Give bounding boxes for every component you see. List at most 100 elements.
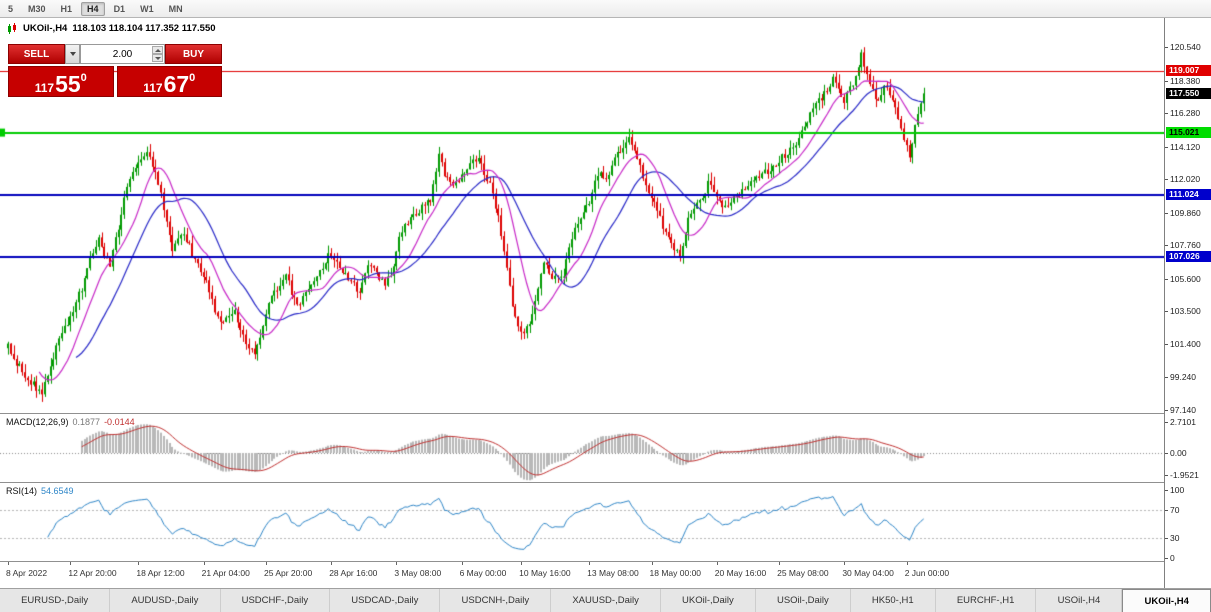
axis-tick	[1165, 453, 1168, 454]
date-tick	[589, 562, 591, 565]
axis-tick	[1165, 558, 1168, 559]
axis-tick	[1165, 475, 1168, 477]
macd-value-main: 0.1877	[72, 417, 101, 427]
timeframe-button-5[interactable]: 5	[8, 3, 14, 14]
rsi-panel-divider[interactable]	[0, 482, 1211, 483]
axis-tick	[1165, 146, 1168, 148]
price-axis-label: 105.600	[1170, 273, 1201, 284]
ask-price-sup: 0	[189, 72, 196, 84]
volume-stepper	[152, 46, 163, 62]
axis-tick	[1165, 245, 1168, 247]
timeframe-button-h4[interactable]: H4	[81, 1, 105, 16]
symbol-tab-eurchf-h1[interactable]: EURCHF-,H1	[936, 589, 1037, 612]
date-tick	[8, 562, 9, 565]
price-axis-label: 114.120	[1170, 141, 1201, 152]
macd-label: MACD(12,26,9) 0.1877 -0.0144	[6, 417, 135, 427]
rsi-axis-label: 70	[1170, 505, 1180, 516]
date-label: 18 May 00:00	[649, 568, 702, 578]
chart-symbol-period: UKOil-,H4	[23, 23, 68, 34]
axis-tick	[1165, 537, 1168, 539]
axis-tick	[1165, 409, 1168, 411]
time-axis[interactable]: 8 Apr 2022 12 Apr 20:00 18 Apr 12:00 21 Apr…	[0, 562, 1164, 588]
date-tick	[138, 562, 140, 565]
one-click-trade-panel: SELL 2.00 BUY 117 55 0 117 67 0	[8, 44, 222, 97]
macd-value-signal: -0.0144	[104, 417, 135, 427]
macd-axis-label: -1.9521	[1170, 470, 1199, 481]
volume-decrease-button[interactable]	[152, 54, 163, 62]
price-axis-label: 97.140	[1170, 404, 1196, 415]
symbol-tab-usoil-h4[interactable]: USOil-,H4	[1036, 589, 1123, 612]
timeframe-toolbar: 5 M30 H1 H4 D1 W1 MN	[0, 0, 1211, 18]
price-level-badge: 119.007	[1166, 65, 1211, 77]
date-label: 13 May 08:00	[587, 568, 639, 578]
chart-ohlc-values: 118.103 118.104 117.352 117.550	[72, 23, 216, 34]
price-level-badge: 117.550	[1166, 87, 1211, 99]
date-label: 3 May 08:00	[394, 568, 442, 578]
macd-name: MACD(12,26,9)	[6, 417, 69, 427]
timeframe-button-h1[interactable]: H1	[60, 3, 73, 14]
sell-button[interactable]: SELL	[8, 44, 65, 64]
ask-price-box[interactable]: 117 67 0	[116, 66, 222, 98]
symbol-tab-ukoil-h4[interactable]: UKOil-,H4	[1122, 589, 1211, 612]
symbol-tab-usdchf-daily[interactable]: USDCHF-,Daily	[221, 589, 331, 612]
time-axis-divider	[0, 561, 1211, 562]
price-axis-label: 103.500	[1170, 306, 1201, 317]
axis-tick	[1165, 212, 1168, 214]
price-level-badge: 115.021	[1166, 127, 1211, 139]
timeframe-button-d1[interactable]: D1	[113, 3, 126, 14]
date-tick	[331, 562, 333, 565]
price-axis[interactable]: 120.540 118.380 116.280 114.120 112.020 109.8…	[1164, 18, 1211, 588]
timeframe-button-w1[interactable]: W1	[140, 3, 154, 14]
price-axis-label: 120.540	[1170, 42, 1201, 52]
volume-input[interactable]: 2.00	[80, 44, 165, 64]
axis-tick	[1165, 510, 1168, 512]
buy-button[interactable]: BUY	[165, 44, 222, 64]
date-label: 10 May 16:00	[519, 568, 571, 578]
date-tick	[521, 562, 523, 565]
rsi-axis-label: 30	[1170, 532, 1180, 543]
axis-tick	[1165, 421, 1168, 423]
chevron-up-icon	[154, 48, 161, 52]
volume-dropdown-button[interactable]	[65, 44, 80, 64]
symbol-tab-usoil-daily[interactable]: USOil-,Daily	[756, 589, 851, 612]
date-tick	[779, 562, 781, 565]
chevron-down-icon	[154, 56, 161, 60]
axis-tick	[1165, 377, 1168, 379]
date-tick	[203, 562, 205, 565]
symbol-tab-hk50-h1[interactable]: HK50-,H1	[851, 589, 936, 612]
rsi-name: RSI(14)	[6, 486, 38, 496]
price-axis-label: 107.760	[1170, 240, 1201, 251]
axis-tick	[1165, 343, 1168, 345]
candlestick-icon	[8, 23, 16, 34]
date-tick	[265, 562, 267, 565]
symbol-tab-usdcad-daily[interactable]: USDCAD-,Daily	[330, 589, 441, 612]
date-label: 8 Apr 2022	[6, 568, 48, 578]
symbol-tab-usdcnh-daily[interactable]: USDCNH-,Daily	[440, 589, 552, 612]
symbol-tab-xauusd-daily[interactable]: XAUUSD-,Daily	[551, 589, 661, 612]
symbol-tab-eurusd-daily[interactable]: EURUSD-,Daily	[0, 589, 111, 612]
volume-increase-button[interactable]	[152, 46, 163, 54]
axis-tick	[1165, 47, 1168, 48]
price-chart-canvas[interactable]	[0, 18, 1164, 561]
date-tick	[844, 562, 846, 565]
chart-header: UKOil-,H4 118.103 118.104 117.352 117.55…	[7, 23, 216, 34]
timeframe-button-m30[interactable]: M30	[28, 3, 46, 14]
symbol-tab-audusd-daily[interactable]: AUDUSD-,Daily	[110, 589, 221, 612]
date-label: 6 May 00:00	[459, 568, 507, 578]
date-label: 21 Apr 04:00	[201, 568, 250, 578]
rsi-axis-label: 0	[1170, 553, 1175, 563]
price-level-badge: 107.026	[1166, 251, 1211, 263]
date-label: 28 Apr 16:00	[329, 568, 378, 578]
rsi-axis-label: 100	[1170, 485, 1185, 495]
date-label: 18 Apr 12:00	[136, 568, 185, 578]
timeframe-button-mn[interactable]: MN	[168, 3, 183, 14]
bid-price-box[interactable]: 117 55 0	[8, 66, 114, 97]
macd-panel-divider[interactable]	[0, 413, 1211, 414]
ask-price-big: 67	[163, 71, 190, 98]
date-label: 30 May 04:00	[842, 568, 894, 578]
price-axis-label: 112.020	[1170, 174, 1201, 185]
axis-tick	[1165, 278, 1168, 280]
price-axis-label: 109.860	[1170, 207, 1201, 218]
symbol-tab-ukoil-daily[interactable]: UKOil-,Daily	[661, 589, 756, 612]
bid-price-prefix: 117	[34, 81, 55, 95]
